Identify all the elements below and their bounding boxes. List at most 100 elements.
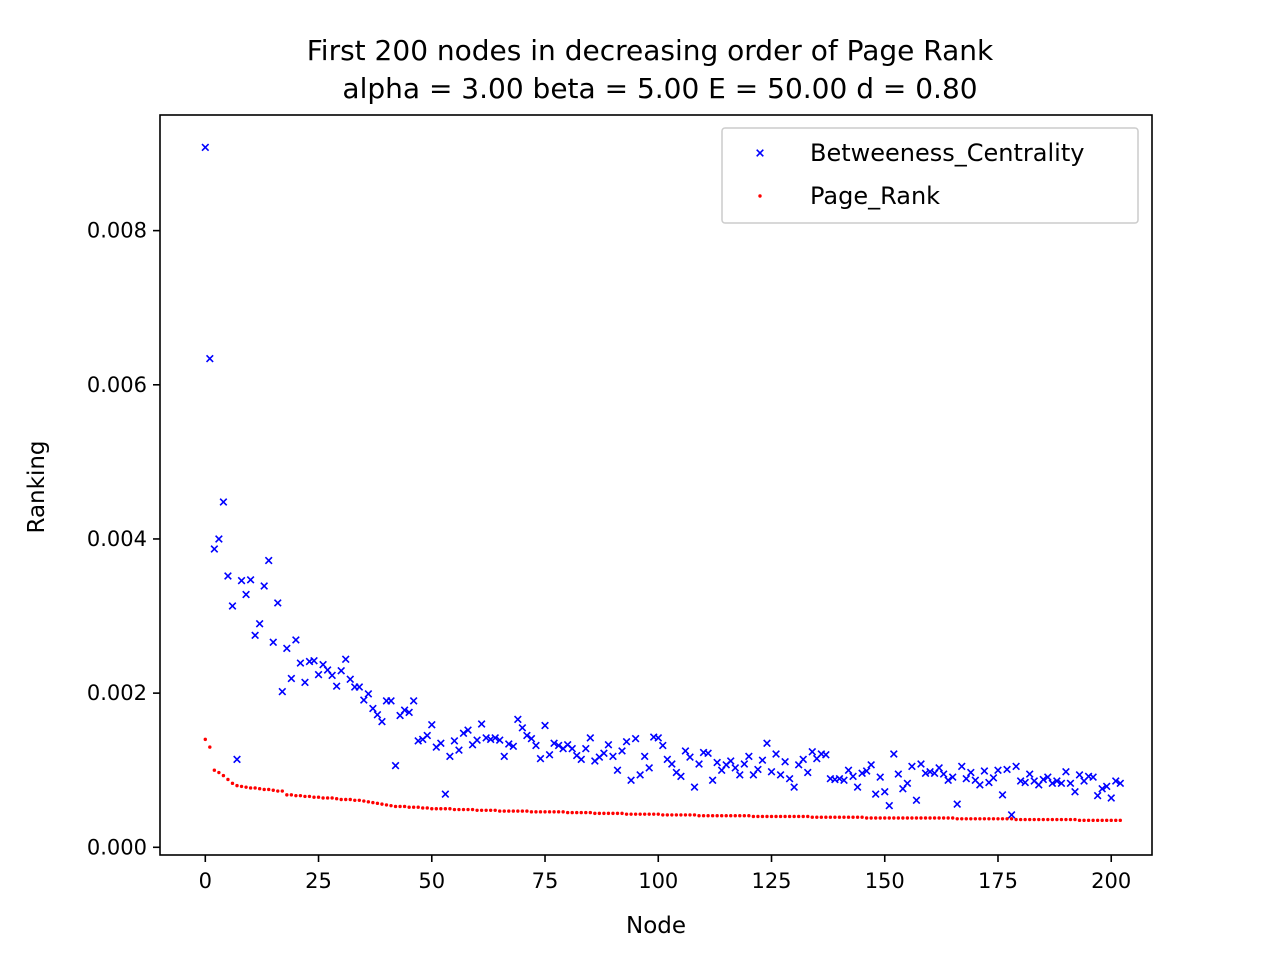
page-rank-point xyxy=(950,816,955,820)
betweeness-point xyxy=(464,726,472,734)
page-rank-point xyxy=(475,808,479,812)
page-rank-point xyxy=(851,815,855,819)
page-rank-point xyxy=(846,815,851,819)
page-rank-point xyxy=(339,797,343,802)
betweeness-point xyxy=(772,750,780,758)
betweeness-point xyxy=(409,696,418,705)
page-rank-point xyxy=(498,809,502,813)
x-tick-label: 125 xyxy=(751,869,791,893)
betweeness-point xyxy=(790,783,799,792)
page-rank-point xyxy=(765,814,769,819)
legend-marker-betweeness-centrality xyxy=(756,149,764,157)
page-rank-point xyxy=(303,794,307,799)
betweeness-point xyxy=(808,747,817,756)
betweeness-point xyxy=(364,690,373,698)
betweeness-point xyxy=(1098,784,1107,793)
betweeness-point xyxy=(355,683,364,691)
betweeness-point xyxy=(423,731,432,740)
betweeness-point xyxy=(491,733,500,742)
page-rank-point xyxy=(484,808,488,812)
betweeness-point xyxy=(1043,773,1052,782)
betweeness-point xyxy=(1066,779,1075,788)
page-rank-point xyxy=(1082,818,1086,823)
page-rank-point xyxy=(575,810,579,815)
betweeness-point xyxy=(246,575,255,584)
betweeness-point xyxy=(495,736,504,745)
betweeness-point xyxy=(523,731,531,740)
page-rank-point xyxy=(380,802,384,806)
page-rank-point xyxy=(783,814,787,819)
betweeness-point xyxy=(1012,762,1020,771)
page-rank-point xyxy=(756,814,760,819)
page-rank-point xyxy=(529,810,534,814)
betweeness-point xyxy=(346,675,355,684)
page-rank-point xyxy=(330,796,334,800)
betweeness-point xyxy=(880,787,889,796)
betweeness-point xyxy=(513,715,522,724)
betweeness-point xyxy=(976,780,984,789)
betweeness-point xyxy=(233,755,241,764)
page-rank-point xyxy=(620,811,624,816)
page-rank-point xyxy=(892,816,896,820)
betweeness-point xyxy=(436,739,445,748)
page-rank-point xyxy=(271,788,275,792)
betweeness-point xyxy=(840,776,848,785)
page-rank-point xyxy=(239,784,244,789)
x-tick-label: 100 xyxy=(638,869,678,893)
page-rank-point xyxy=(923,816,928,820)
page-rank-point xyxy=(402,804,407,809)
betweeness-point xyxy=(545,750,554,759)
betweeness-point xyxy=(269,638,278,647)
y-axis-label: Ranking xyxy=(24,440,50,533)
axes-layer: 0 25 50 75 100 125 150 175 200 0.000 0.002 0.004 0.0… xyxy=(87,114,1153,893)
page-rank-point xyxy=(819,815,824,819)
page-rank-point xyxy=(1064,817,1068,822)
y-tick-label: 0.004 xyxy=(87,527,147,551)
data-points-layer xyxy=(201,143,1125,823)
page-rank-point xyxy=(226,777,230,782)
betweeness-point xyxy=(251,631,259,640)
page-rank-point xyxy=(1018,817,1023,822)
betweeness-point xyxy=(889,750,898,758)
page-rank-point xyxy=(729,813,733,818)
y-tick-label: 0.002 xyxy=(87,681,147,705)
page-rank-point xyxy=(679,813,683,817)
page-rank-point xyxy=(1091,818,1095,823)
page-rank-point xyxy=(701,813,706,818)
betweeness-point xyxy=(1039,775,1048,784)
betweeness-point xyxy=(459,729,468,738)
betweeness-point xyxy=(446,752,454,761)
page-rank-point xyxy=(425,806,429,810)
betweeness-point xyxy=(799,755,808,764)
page-rank-point xyxy=(556,810,561,814)
page-rank-point xyxy=(221,773,226,778)
page-rank-point xyxy=(774,814,778,819)
page-rank-point xyxy=(674,813,679,817)
page-rank-point xyxy=(1086,818,1091,823)
betweeness-point xyxy=(1053,777,1061,785)
betweeness-point xyxy=(314,670,323,679)
page-rank-point xyxy=(937,816,941,820)
betweeness-point xyxy=(210,545,219,553)
betweeness-point xyxy=(242,590,250,599)
page-rank-point xyxy=(670,813,674,817)
betweeness-point xyxy=(337,666,346,675)
page-rank-point xyxy=(366,800,371,804)
betweeness-point xyxy=(686,753,694,761)
page-rank-point xyxy=(520,809,525,813)
legend-marker-page-rank xyxy=(758,194,762,198)
betweeness-point xyxy=(858,769,866,778)
legend: Betweeness_Centrality Page_Rank xyxy=(721,127,1139,224)
betweeness-point xyxy=(282,644,291,653)
page-rank-point xyxy=(842,815,846,819)
page-rank-point xyxy=(570,810,574,815)
page-rank-point xyxy=(719,813,724,818)
betweeness-point xyxy=(835,774,844,783)
y-tick-label: 0.008 xyxy=(87,219,147,243)
betweeness-point xyxy=(359,696,368,704)
betweeness-point xyxy=(509,742,518,751)
betweeness-point xyxy=(944,776,953,785)
page-rank-point xyxy=(828,815,833,819)
betweeness-point xyxy=(921,769,930,778)
betweeness-point xyxy=(341,655,350,664)
